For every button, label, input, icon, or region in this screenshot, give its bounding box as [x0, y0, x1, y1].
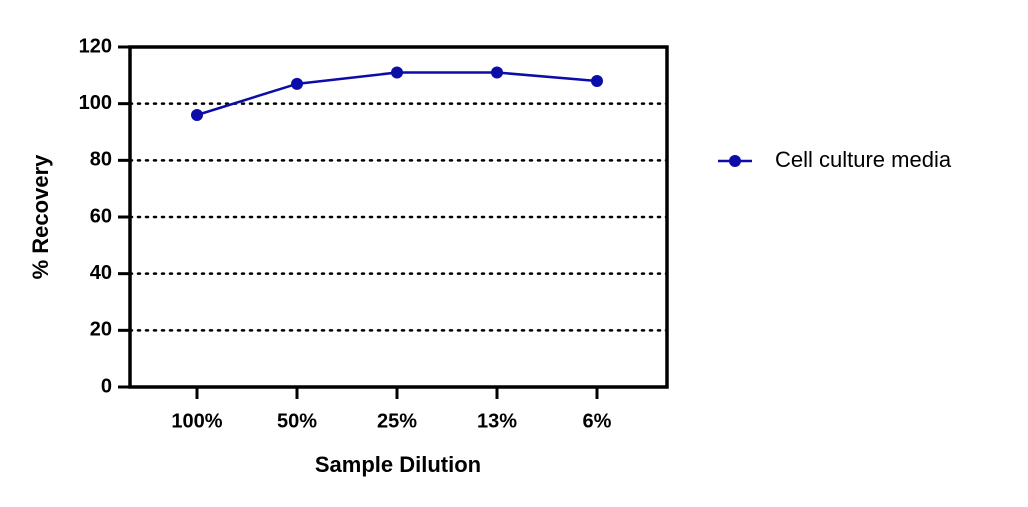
y-tick-label: 100 — [79, 92, 112, 114]
x-tick-label: 100% — [171, 410, 222, 432]
y-tick-label: 40 — [90, 262, 112, 284]
y-tick-label: 120 — [79, 35, 112, 57]
x-axis-title: Sample Dilution — [315, 452, 481, 477]
x-tick-label: 6% — [583, 410, 612, 432]
data-point — [391, 66, 403, 79]
y-tick-label: 60 — [90, 205, 112, 227]
y-tick-label: 20 — [90, 319, 112, 341]
data-point — [191, 109, 203, 121]
series-line — [196, 71, 598, 117]
data-point — [591, 75, 603, 87]
y-tick-label: 0 — [101, 375, 112, 397]
y-axis-title: % Recovery — [28, 154, 53, 280]
legend-label: Cell culture media — [775, 147, 952, 172]
legend-marker — [729, 155, 741, 167]
data-point — [291, 77, 303, 90]
x-tick-label: 50% — [277, 410, 317, 432]
x-tick-label: 13% — [477, 410, 517, 432]
data-point — [491, 66, 503, 79]
y-tick-label: 80 — [90, 149, 112, 171]
x-tick-label: 25% — [377, 410, 417, 432]
